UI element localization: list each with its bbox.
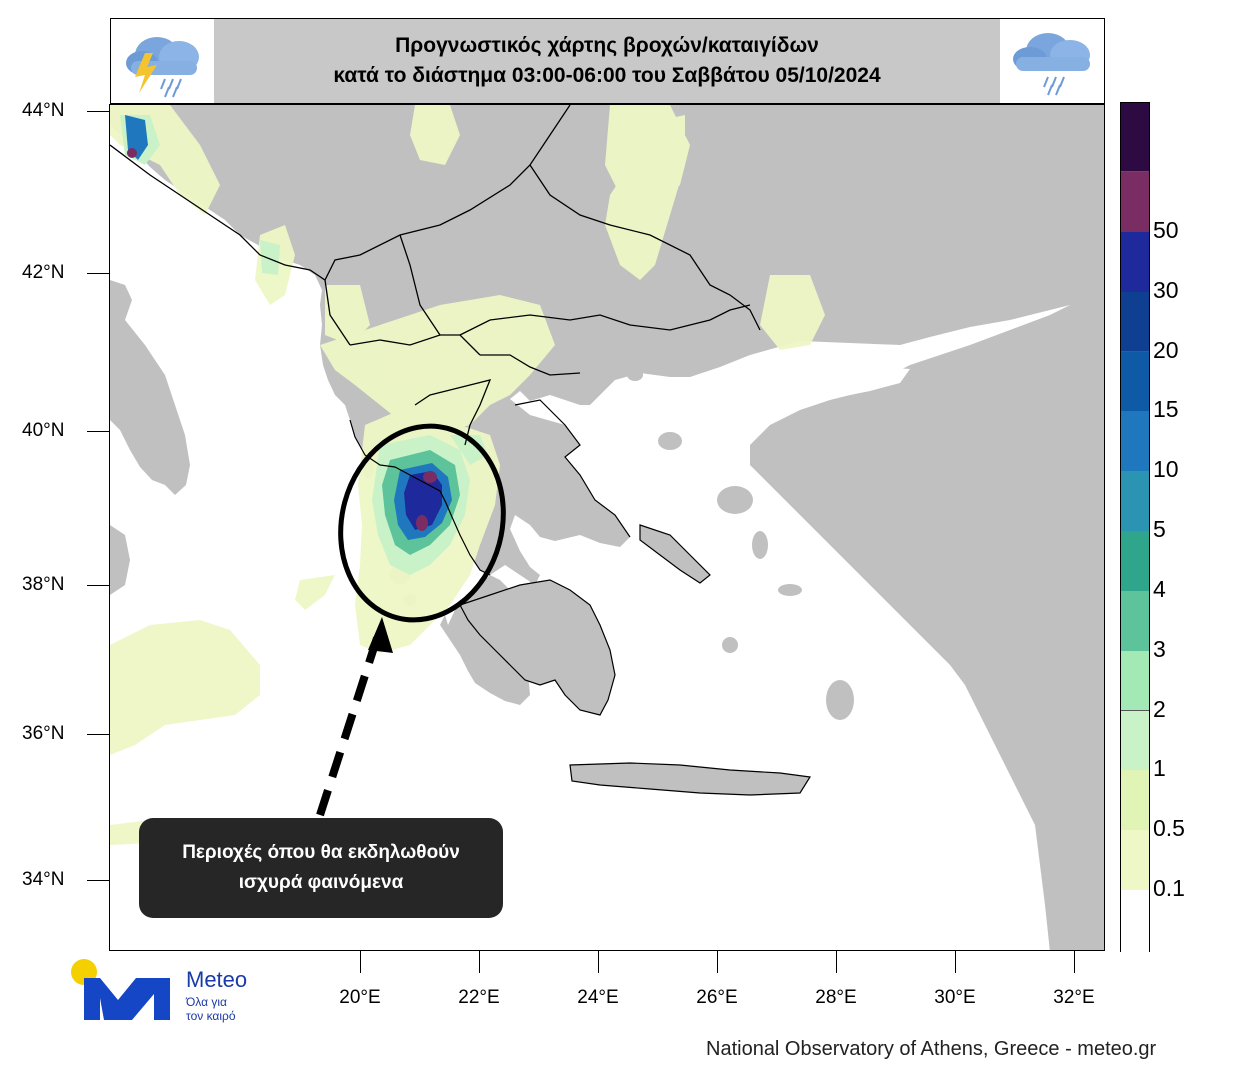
legend-cell bbox=[1121, 709, 1149, 771]
legend-level-label: 50 bbox=[1153, 216, 1179, 243]
lon-label: 20°E bbox=[339, 987, 381, 1008]
legend-level-label: 2 bbox=[1153, 695, 1166, 722]
brand-tagline-line-1: Όλα για bbox=[186, 995, 227, 1009]
title-line-2: κατά το διάστημα 03:00-06:00 του Σαββάτο… bbox=[333, 64, 881, 87]
lat-label: 36°N bbox=[22, 723, 65, 744]
legend-level-label: 30 bbox=[1153, 276, 1179, 303]
legend-colorbar bbox=[1120, 102, 1150, 952]
legend-cell bbox=[1121, 829, 1149, 890]
land-peloponnese bbox=[460, 580, 615, 715]
land-evia bbox=[640, 525, 710, 583]
lon-tick bbox=[479, 951, 480, 973]
thunderstorm-cloud-icon bbox=[126, 37, 199, 98]
legend-cell bbox=[1121, 889, 1149, 952]
land-limnos bbox=[658, 432, 682, 450]
callout-line-2: ισχυρά φαινόμενα bbox=[238, 872, 404, 893]
callout-arrow-line bbox=[316, 633, 382, 817]
legend-level-label: 10 bbox=[1153, 456, 1179, 483]
sea-marmara bbox=[800, 367, 910, 401]
lat-tick bbox=[87, 273, 109, 274]
highlight-ellipse bbox=[338, 423, 506, 623]
lat-tick bbox=[87, 585, 109, 586]
legend-cell bbox=[1121, 649, 1149, 711]
lon-label: 26°E bbox=[696, 987, 738, 1008]
brand-name: Meteo bbox=[186, 967, 248, 992]
land-chios bbox=[752, 531, 768, 559]
precip-very-intense bbox=[404, 471, 442, 530]
land-rhodes bbox=[826, 680, 854, 720]
title-line-1: Προγνωστικός χάρτης βροχών/καταιγίδων bbox=[395, 34, 819, 57]
land-naxos bbox=[722, 637, 738, 653]
legend-cell bbox=[1121, 410, 1149, 472]
lat-tick bbox=[87, 431, 109, 432]
lat-label: 34°N bbox=[22, 869, 65, 890]
land-italy-south bbox=[110, 525, 130, 595]
legend-level-label: 0.5 bbox=[1153, 815, 1185, 842]
lat-label: 42°N bbox=[22, 262, 65, 283]
brand-tagline: Όλα για τον καιρό bbox=[186, 995, 266, 1023]
land-samos bbox=[778, 584, 802, 596]
legend-cell bbox=[1121, 171, 1149, 232]
legend-cell bbox=[1121, 530, 1149, 591]
precipitation-map[interactable] bbox=[109, 104, 1105, 951]
land-crete bbox=[570, 763, 810, 795]
legend-level-label: 15 bbox=[1153, 396, 1179, 423]
legend-cell bbox=[1121, 350, 1149, 412]
lat-tick bbox=[87, 111, 109, 112]
credit-text: National Observatory of Athens, Greece -… bbox=[706, 1038, 1157, 1060]
land-thasos bbox=[627, 369, 643, 381]
land-lesbos bbox=[717, 486, 753, 514]
callout-line-1: Περιοχές όπου θα εκδηλωθούν bbox=[182, 842, 460, 863]
lon-tick bbox=[955, 951, 956, 973]
precip-extreme bbox=[127, 148, 437, 531]
map-canvas bbox=[110, 105, 1104, 950]
legend-cell bbox=[1121, 769, 1149, 831]
legend-cell bbox=[1121, 290, 1149, 352]
lon-tick bbox=[717, 951, 718, 973]
land-turkey bbox=[750, 286, 1104, 950]
legend-level-label: 4 bbox=[1153, 575, 1166, 602]
legend-level-label: 0.1 bbox=[1153, 875, 1185, 901]
lat-label: 40°N bbox=[22, 420, 65, 441]
lon-tick bbox=[360, 951, 361, 973]
lat-label: 38°N bbox=[22, 574, 65, 595]
callout-box: Περιοχές όπου θα εκδηλωθούν ισχυρά φαινό… bbox=[139, 818, 503, 918]
country-borders bbox=[110, 105, 761, 446]
legend-cell bbox=[1121, 230, 1149, 292]
callout-arrow-head bbox=[368, 617, 393, 653]
legend-level-label: 3 bbox=[1153, 635, 1166, 662]
title-band: Προγνωστικός χάρτης βροχών/καταιγίδων κα… bbox=[214, 19, 1000, 103]
legend-cell bbox=[1121, 103, 1149, 171]
lon-label: 30°E bbox=[934, 987, 976, 1008]
lat-tick bbox=[87, 880, 109, 881]
brand-tagline-line-2: τον καιρό bbox=[186, 1009, 236, 1023]
legend-level-label: 20 bbox=[1153, 336, 1179, 363]
lon-tick bbox=[598, 951, 599, 973]
lat-tick bbox=[87, 734, 109, 735]
land-italy bbox=[110, 280, 190, 495]
map-title-box: Προγνωστικός χάρτης βροχών/καταιγίδων κα… bbox=[110, 18, 1105, 104]
lon-label: 32°E bbox=[1053, 987, 1095, 1008]
lon-label: 28°E bbox=[815, 987, 857, 1008]
lon-label: 22°E bbox=[458, 987, 500, 1008]
rain-cloud-icon bbox=[1013, 33, 1090, 96]
lon-tick bbox=[836, 951, 837, 973]
lon-label: 24°E bbox=[577, 987, 619, 1008]
lat-label: 44°N bbox=[22, 100, 65, 121]
legend-cell bbox=[1121, 589, 1149, 651]
legend-level-label: 5 bbox=[1153, 516, 1166, 542]
meteo-m-logo-icon[interactable] bbox=[66, 958, 266, 1024]
legend-level-label: 1 bbox=[1153, 755, 1166, 782]
legend-cell bbox=[1121, 470, 1149, 531]
lon-tick bbox=[1074, 951, 1075, 973]
